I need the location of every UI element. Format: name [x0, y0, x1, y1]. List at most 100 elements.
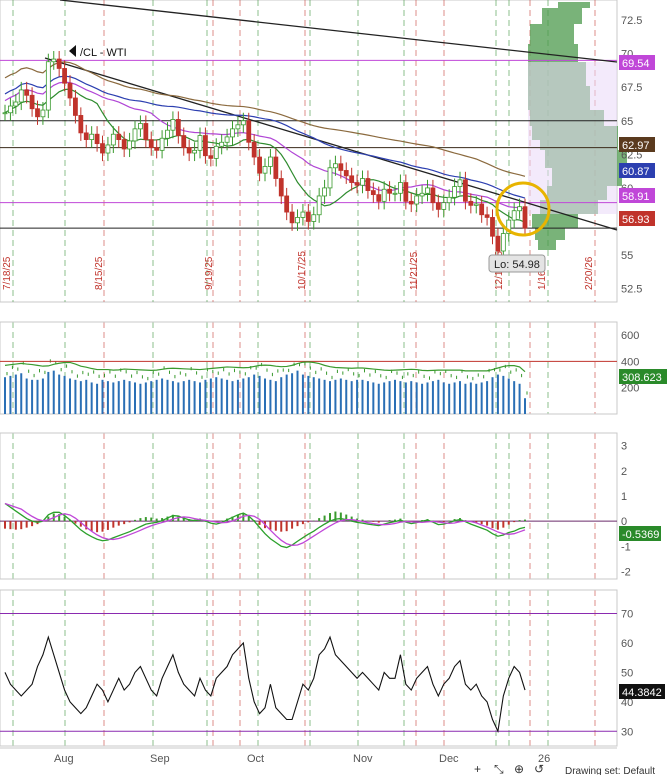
candle-body	[105, 144, 111, 154]
y-tick-label: 65	[621, 116, 633, 128]
candle-body	[143, 123, 149, 140]
macd-histogram-bar	[513, 521, 516, 523]
macd-histogram-bar	[442, 521, 445, 523]
y-tick-label: 72.5	[621, 15, 642, 27]
candle-body	[387, 188, 392, 194]
volume-bar	[383, 382, 386, 414]
candle-body	[392, 192, 398, 195]
candle-body	[435, 202, 441, 210]
candle-body	[170, 119, 176, 131]
panel-frame	[0, 432, 618, 580]
candle-body	[430, 187, 436, 204]
price-tag	[619, 163, 655, 178]
volume-bar	[166, 379, 169, 414]
volume-bar	[291, 373, 294, 414]
volume-bar	[139, 383, 142, 414]
drawing-toolbar[interactable]: + ⤡ ⊕ ↺ Drawing set: Default	[474, 762, 655, 777]
candle-body	[203, 135, 208, 157]
moving-average-line	[4, 75, 526, 199]
toolbar-icon[interactable]: ⤡	[494, 762, 504, 776]
volume-profile-bar	[530, 24, 574, 44]
price-tag	[619, 211, 655, 226]
volume-average-line	[4, 361, 526, 373]
candle-body	[94, 133, 100, 145]
macd-signal-line	[4, 502, 526, 546]
drawing-set-label[interactable]: Drawing set: Default	[565, 766, 655, 777]
macd-tag	[619, 526, 661, 541]
candle-body	[376, 194, 382, 202]
macd-panel[interactable]: 3 2 1 0 -1 -2 -0.5369	[0, 432, 661, 580]
macd-histogram-bar	[177, 515, 180, 522]
macd-histogram-bar	[90, 521, 93, 532]
candle-body	[175, 119, 181, 136]
macd-histogram-bar	[96, 521, 99, 533]
toolbar-icon[interactable]: ⊕	[514, 762, 524, 776]
y-tick-label: 67.5	[621, 82, 642, 94]
candle-body	[29, 94, 35, 110]
symbol-label[interactable]: /CL - WTI	[80, 47, 127, 59]
highlight-ring	[495, 181, 551, 237]
volume-bar	[486, 381, 489, 414]
volume-bar	[399, 381, 402, 414]
volume-bar	[258, 375, 261, 414]
volume-bar	[285, 374, 288, 414]
date-marker-label: 7/18/25	[2, 256, 13, 290]
candle-body	[251, 141, 257, 158]
candle-body	[311, 214, 317, 222]
macd-histogram-bar	[220, 520, 223, 522]
volume-bar	[209, 378, 212, 414]
toolbar-icon[interactable]: ↺	[534, 762, 544, 776]
volume-bar	[361, 379, 364, 414]
volume-bar	[188, 379, 191, 414]
candle-body	[154, 147, 160, 151]
macd-histogram-bar	[106, 521, 109, 530]
price-panel[interactable]: 72.57067.56562.56057.55552.569.5462.9760…	[0, 0, 655, 746]
macd-histogram-bar	[112, 521, 115, 528]
macd-histogram-bar	[372, 521, 375, 522]
candle-body	[110, 133, 116, 146]
candle-body	[479, 203, 485, 216]
macd-histogram-bar	[269, 521, 272, 530]
macd-histogram-bar	[20, 521, 23, 530]
volume-bar	[85, 379, 88, 414]
candle-body	[414, 195, 420, 205]
candle-body	[484, 214, 490, 218]
candle-body	[408, 200, 414, 205]
candle-body	[73, 97, 78, 116]
price-tag-label: 62.97	[622, 140, 650, 152]
volume-bar	[171, 381, 174, 414]
macd-histogram-bar	[236, 514, 239, 522]
overlay-layer: /CL - WTI Lo: 54.98 + ⤡ ⊕ ↺ Drawing set: Defa…	[69, 45, 655, 777]
volume-bar	[63, 375, 66, 414]
macd-histogram-bar	[85, 521, 88, 530]
volume-bar	[334, 379, 337, 414]
macd-tick-label: -2	[621, 566, 631, 578]
candle-body	[257, 156, 262, 174]
rsi-tick-label: 30	[621, 726, 633, 738]
candle-body	[327, 167, 333, 189]
volume-bar	[112, 382, 115, 414]
macd-histogram-bar	[31, 521, 34, 527]
toolbar-icon[interactable]: +	[474, 762, 481, 776]
candle-body	[132, 128, 138, 142]
volume-bar	[269, 379, 272, 414]
symbol-arrow-icon[interactable]	[69, 45, 76, 57]
date-marker-label: 10/17/25	[297, 251, 308, 290]
price-tag-label: 60.87	[622, 166, 650, 178]
macd-histogram-bar	[123, 521, 126, 525]
candle-body	[295, 217, 300, 224]
candle-body	[343, 170, 349, 177]
rsi-tick-label: 40	[621, 697, 633, 709]
candle-body	[62, 68, 67, 84]
rsi-panel[interactable]: 70 60 50 40 30 44.3842	[0, 589, 665, 747]
candle-body	[138, 123, 143, 130]
macd-histogram-bar	[350, 516, 353, 522]
rsi-tag	[619, 684, 665, 699]
candle-body	[333, 163, 338, 169]
x-axis: Aug Sep Oct Nov Dec 26	[0, 747, 617, 765]
volume-bar	[410, 381, 413, 414]
volume-bar	[301, 374, 304, 414]
